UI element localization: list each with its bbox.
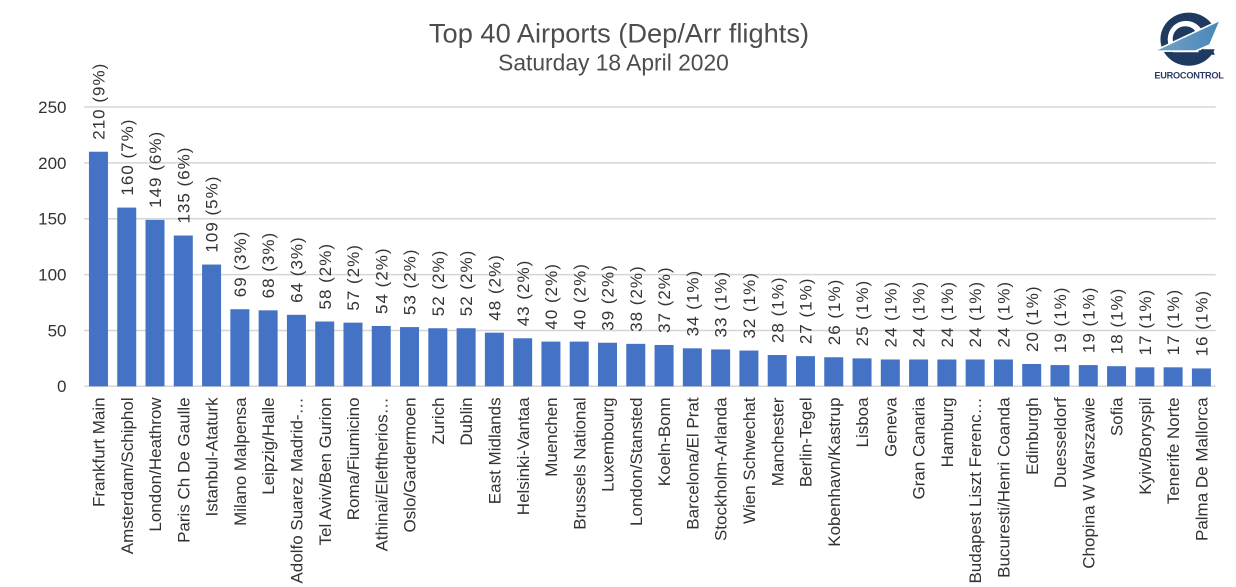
svg-text:150: 150 — [38, 210, 66, 229]
svg-text:250: 250 — [38, 98, 66, 117]
svg-text:Tenerife Norte: Tenerife Norte — [1164, 397, 1183, 504]
svg-text:Chopina W Warszawie: Chopina W Warszawie — [1079, 397, 1098, 568]
svg-text:Koeln-Bonn: Koeln-Bonn — [655, 397, 674, 486]
svg-text:Saturday 18 April 2020: Saturday 18 April 2020 — [498, 50, 729, 76]
svg-text:Wien Schwechat: Wien Schwechat — [740, 397, 759, 524]
svg-text:52 (2%): 52 (2%) — [429, 250, 448, 317]
svg-text:0: 0 — [57, 377, 66, 396]
svg-text:37 (2%): 37 (2%) — [655, 266, 674, 333]
svg-text:Palma De Mallorca: Palma De Mallorca — [1193, 397, 1212, 541]
svg-text:160 (7%): 160 (7%) — [118, 119, 137, 196]
svg-text:17 (1%): 17 (1%) — [1164, 289, 1183, 356]
svg-text:28 (1%): 28 (1%) — [768, 276, 787, 343]
svg-text:24 (1%): 24 (1%) — [881, 281, 900, 348]
svg-text:Dublin: Dublin — [457, 397, 476, 445]
svg-text:Bucuresti/Henri Coanda: Bucuresti/Henri Coanda — [995, 397, 1014, 578]
svg-text:34 (1%): 34 (1%) — [683, 270, 702, 337]
svg-text:69 (3%): 69 (3%) — [231, 231, 250, 298]
svg-text:24 (1%): 24 (1%) — [995, 281, 1014, 348]
svg-text:Oslo/Gardermoen: Oslo/Gardermoen — [401, 397, 420, 532]
svg-text:Roma/Fiumicino: Roma/Fiumicino — [344, 397, 363, 520]
svg-text:Duesseldorf: Duesseldorf — [1051, 397, 1070, 488]
svg-text:Geneva: Geneva — [881, 397, 900, 457]
svg-text:58 (2%): 58 (2%) — [316, 243, 335, 310]
svg-text:48 (2%): 48 (2%) — [485, 254, 504, 321]
svg-text:Sofia: Sofia — [1108, 397, 1127, 436]
svg-text:52 (2%): 52 (2%) — [457, 250, 476, 317]
svg-text:East Midlands: East Midlands — [485, 397, 504, 504]
svg-text:39 (2%): 39 (2%) — [599, 264, 618, 331]
svg-text:53 (2%): 53 (2%) — [401, 249, 420, 316]
svg-text:17 (1%): 17 (1%) — [1136, 289, 1155, 356]
svg-text:Budapest Liszt Ferenc…: Budapest Liszt Ferenc… — [966, 397, 985, 583]
svg-text:50: 50 — [48, 321, 67, 340]
svg-text:London/Stansted: London/Stansted — [627, 397, 646, 526]
svg-text:19 (1%): 19 (1%) — [1051, 287, 1070, 354]
svg-text:Muenchen: Muenchen — [542, 397, 561, 476]
svg-text:Kyiv/Boryspil: Kyiv/Boryspil — [1136, 397, 1155, 494]
svg-text:Zurich: Zurich — [429, 397, 448, 444]
svg-text:Barcelona/El Prat: Barcelona/El Prat — [683, 397, 702, 530]
svg-text:Paris Ch De Gaulle: Paris Ch De Gaulle — [174, 397, 193, 543]
svg-text:20 (1%): 20 (1%) — [1023, 285, 1042, 352]
svg-text:Leipzig/Halle: Leipzig/Halle — [259, 397, 278, 494]
svg-text:Athinai/Eleftherios…: Athinai/Eleftherios… — [372, 397, 391, 551]
svg-text:Helsinki-Vantaa: Helsinki-Vantaa — [514, 397, 533, 515]
svg-text:Edinburgh: Edinburgh — [1023, 397, 1042, 475]
svg-text:26 (1%): 26 (1%) — [825, 279, 844, 346]
svg-text:38 (2%): 38 (2%) — [627, 265, 646, 332]
svg-text:Manchester: Manchester — [768, 397, 787, 486]
svg-text:135 (6%): 135 (6%) — [174, 147, 193, 224]
svg-text:40 (2%): 40 (2%) — [542, 263, 561, 330]
svg-text:Frankfurt Main: Frankfurt Main — [90, 397, 109, 507]
svg-text:210 (9%): 210 (9%) — [90, 63, 109, 140]
svg-text:Brussels National: Brussels National — [570, 397, 589, 529]
svg-text:Kobenhavn/Kastrup: Kobenhavn/Kastrup — [825, 397, 844, 546]
svg-text:Istanbul-Ataturk: Istanbul-Ataturk — [203, 397, 222, 517]
svg-text:18 (1%): 18 (1%) — [1108, 288, 1127, 355]
svg-text:Adolfo Suarez Madrid-…: Adolfo Suarez Madrid-… — [288, 397, 307, 583]
svg-text:16 (1%): 16 (1%) — [1193, 290, 1212, 357]
svg-text:Milano Malpensa: Milano Malpensa — [231, 397, 250, 526]
svg-text:25 (1%): 25 (1%) — [853, 280, 872, 347]
svg-text:Amsterdam/Schiphol: Amsterdam/Schiphol — [118, 397, 137, 554]
svg-text:24 (1%): 24 (1%) — [910, 281, 929, 348]
svg-text:Top 40 Airports (Dep/Arr fligh: Top 40 Airports (Dep/Arr flights) — [429, 18, 809, 49]
svg-text:68 (3%): 68 (3%) — [259, 232, 278, 299]
svg-text:Tel Aviv/Ben Gurion: Tel Aviv/Ben Gurion — [316, 397, 335, 545]
svg-text:24 (1%): 24 (1%) — [938, 281, 957, 348]
svg-text:19 (1%): 19 (1%) — [1079, 287, 1098, 354]
svg-text:57 (2%): 57 (2%) — [344, 244, 363, 311]
svg-text:Berlin-Tegel: Berlin-Tegel — [797, 397, 816, 487]
svg-text:Hamburg: Hamburg — [938, 397, 957, 467]
svg-text:200: 200 — [38, 154, 66, 173]
svg-text:Luxembourg: Luxembourg — [599, 397, 618, 492]
svg-text:64 (3%): 64 (3%) — [288, 236, 307, 303]
svg-text:109 (5%): 109 (5%) — [203, 176, 222, 253]
svg-text:33 (1%): 33 (1%) — [712, 271, 731, 338]
svg-text:24 (1%): 24 (1%) — [966, 281, 985, 348]
svg-text:Lisboa: Lisboa — [853, 397, 872, 448]
svg-text:27 (1%): 27 (1%) — [797, 278, 816, 345]
svg-text:54 (2%): 54 (2%) — [372, 247, 391, 314]
svg-text:London/Heathrow: London/Heathrow — [146, 397, 165, 532]
svg-text:Stockholm-Arlanda: Stockholm-Arlanda — [712, 397, 731, 541]
svg-text:100: 100 — [38, 266, 66, 285]
svg-text:43 (2%): 43 (2%) — [514, 260, 533, 327]
svg-text:149 (6%): 149 (6%) — [146, 131, 165, 208]
svg-text:32 (1%): 32 (1%) — [740, 272, 759, 339]
svg-text:Gran Canaria: Gran Canaria — [910, 397, 929, 500]
svg-text:EUROCONTROL: EUROCONTROL — [1154, 70, 1224, 80]
svg-text:40 (2%): 40 (2%) — [570, 263, 589, 330]
